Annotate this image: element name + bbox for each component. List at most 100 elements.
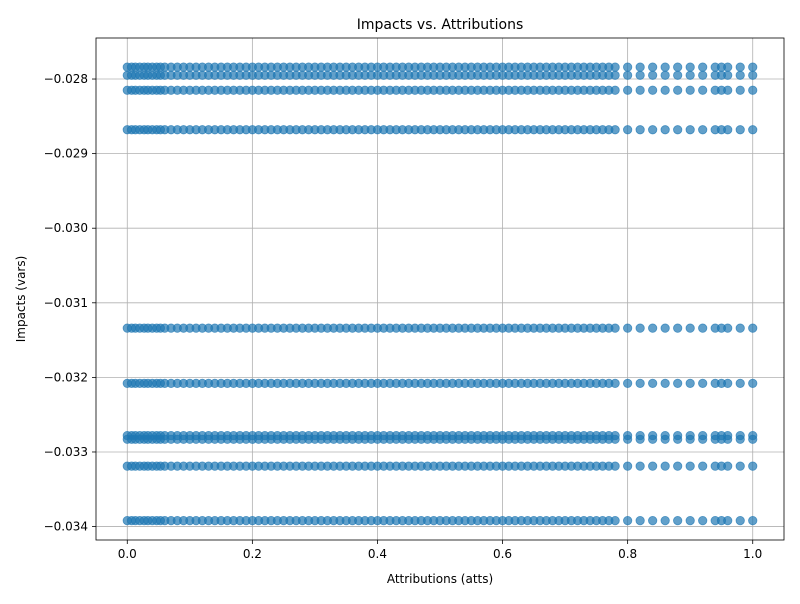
x-axis-label: Attributions (atts) bbox=[387, 572, 493, 586]
scatter-point bbox=[660, 125, 670, 135]
ticks-layer: 0.0 0.2 0.4 0.6 0.8 1.0 −0.028 −0.029 −0.030 −0.0… bbox=[44, 72, 763, 561]
x-tick-label: 0.2 bbox=[243, 547, 262, 561]
scatter-point bbox=[648, 85, 658, 95]
scatter-point bbox=[723, 62, 733, 72]
scatter-point bbox=[635, 378, 645, 388]
scatter-point bbox=[673, 62, 683, 72]
scatter-point bbox=[723, 461, 733, 471]
scatter-point bbox=[735, 378, 745, 388]
scatter-point bbox=[698, 85, 708, 95]
scatter-point bbox=[673, 461, 683, 471]
scatter-point bbox=[748, 323, 758, 333]
scatter-point bbox=[698, 125, 708, 135]
x-tick-label: 0.6 bbox=[493, 547, 512, 561]
scatter-point bbox=[648, 461, 658, 471]
scatter-point bbox=[623, 62, 633, 72]
y-tick-label: −0.031 bbox=[44, 296, 88, 310]
scatter-point bbox=[735, 62, 745, 72]
scatter-point bbox=[723, 70, 733, 80]
scatter-point bbox=[660, 516, 670, 526]
y-tick-label: −0.030 bbox=[44, 221, 88, 235]
scatter-point bbox=[685, 516, 695, 526]
scatter-point bbox=[735, 516, 745, 526]
scatter-point bbox=[660, 434, 670, 444]
scatter-point bbox=[698, 323, 708, 333]
scatter-point bbox=[635, 70, 645, 80]
scatter-point bbox=[648, 125, 658, 135]
scatter-point bbox=[648, 516, 658, 526]
scatter-point bbox=[723, 125, 733, 135]
scatter-point bbox=[685, 62, 695, 72]
scatter-point bbox=[623, 70, 633, 80]
scatter-point bbox=[673, 85, 683, 95]
scatter-point bbox=[698, 461, 708, 471]
grid-layer bbox=[96, 38, 784, 540]
scatter-point bbox=[623, 323, 633, 333]
x-tick-label: 0.4 bbox=[368, 547, 387, 561]
scatter-point bbox=[660, 378, 670, 388]
scatter-point bbox=[660, 461, 670, 471]
scatter-point bbox=[623, 516, 633, 526]
scatter-point bbox=[698, 70, 708, 80]
scatter-point bbox=[748, 70, 758, 80]
scatter-point bbox=[610, 62, 620, 72]
scatter-point bbox=[673, 378, 683, 388]
scatter-point bbox=[698, 62, 708, 72]
scatter-point bbox=[623, 461, 633, 471]
scatter-point bbox=[660, 85, 670, 95]
scatter-point bbox=[735, 323, 745, 333]
x-tick-label: 0.8 bbox=[618, 547, 637, 561]
scatter-point bbox=[685, 461, 695, 471]
scatter-point bbox=[673, 125, 683, 135]
scatter-point bbox=[623, 378, 633, 388]
scatter-point bbox=[673, 70, 683, 80]
scatter-point bbox=[610, 516, 620, 526]
scatter-point bbox=[648, 434, 658, 444]
scatter-point bbox=[685, 323, 695, 333]
scatter-point bbox=[685, 70, 695, 80]
scatter-point bbox=[685, 378, 695, 388]
scatter-point bbox=[673, 323, 683, 333]
scatter-point bbox=[698, 516, 708, 526]
scatter-point bbox=[635, 516, 645, 526]
scatter-point bbox=[635, 125, 645, 135]
y-tick-label: −0.028 bbox=[44, 72, 88, 86]
y-tick-label: −0.033 bbox=[44, 445, 88, 459]
scatter-point bbox=[660, 70, 670, 80]
scatter-point bbox=[698, 434, 708, 444]
scatter-point bbox=[673, 434, 683, 444]
scatter-point bbox=[635, 62, 645, 72]
scatter-point bbox=[735, 70, 745, 80]
scatter-point bbox=[748, 461, 758, 471]
scatter-point bbox=[635, 434, 645, 444]
y-tick-label: −0.034 bbox=[44, 520, 88, 534]
scatter-point bbox=[698, 378, 708, 388]
scatter-point bbox=[660, 323, 670, 333]
scatter-point bbox=[610, 70, 620, 80]
x-tick-label: 1.0 bbox=[743, 547, 762, 561]
scatter-point bbox=[610, 434, 620, 444]
scatter-point bbox=[723, 378, 733, 388]
scatter-point bbox=[648, 378, 658, 388]
scatter-point bbox=[635, 323, 645, 333]
y-tick-label: −0.029 bbox=[44, 147, 88, 161]
scatter-point bbox=[623, 85, 633, 95]
scatter-point bbox=[748, 85, 758, 95]
scatter-point bbox=[723, 85, 733, 95]
scatter-point bbox=[735, 125, 745, 135]
scatter-point bbox=[648, 62, 658, 72]
plot-frame bbox=[95, 37, 785, 541]
scatter-point bbox=[748, 434, 758, 444]
scatter-point bbox=[635, 461, 645, 471]
scatter-point bbox=[685, 434, 695, 444]
scatter-point bbox=[623, 434, 633, 444]
chart-title: Impacts vs. Attributions bbox=[357, 17, 523, 33]
scatter-point bbox=[648, 70, 658, 80]
scatter-point bbox=[748, 62, 758, 72]
points-layer bbox=[122, 62, 758, 526]
scatter-point bbox=[610, 378, 620, 388]
scatter-point bbox=[735, 434, 745, 444]
